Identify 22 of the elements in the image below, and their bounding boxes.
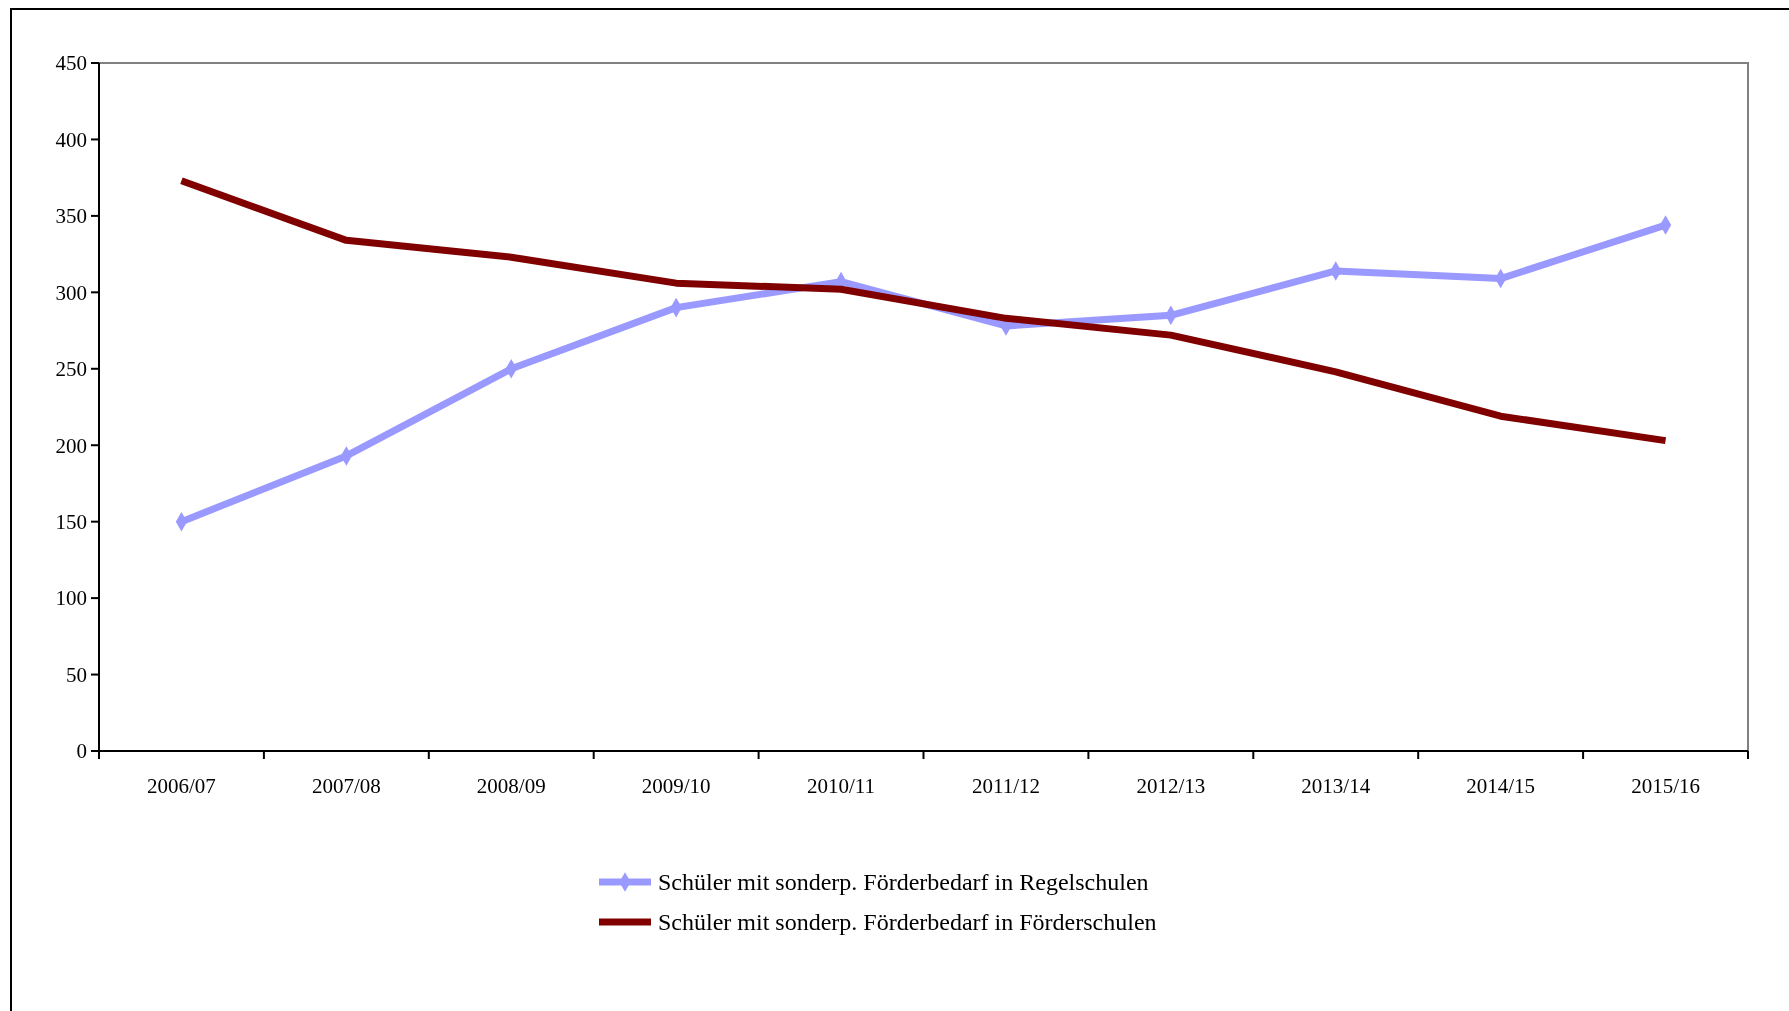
x-tick-label: 2014/15 — [1466, 774, 1536, 798]
y-tick-label: 400 — [55, 127, 87, 152]
x-tick-label: 2009/10 — [641, 774, 711, 798]
x-tick-label: 2008/09 — [476, 774, 546, 798]
y-tick-label: 300 — [55, 280, 87, 305]
y-tick-label: 450 — [55, 51, 87, 76]
x-tick-label: 2013/14 — [1301, 774, 1371, 798]
y-tick-label: 50 — [66, 662, 87, 687]
legend-label: Schüler mit sonderp. Förderbedarf in Förderschulen — [658, 909, 1157, 936]
x-tick-label: 2007/08 — [311, 774, 381, 798]
x-tick-label: 2012/13 — [1136, 774, 1206, 798]
y-tick-label: 200 — [55, 433, 87, 458]
legend-label: Schüler mit sonderp. Förderbedarf in Regelschulen — [658, 869, 1149, 896]
x-tick-label: 2006/07 — [147, 774, 216, 798]
x-tick-label: 2011/12 — [971, 774, 1040, 798]
y-tick-label: 350 — [55, 204, 87, 229]
x-tick-label: 2015/16 — [1631, 774, 1700, 798]
y-tick-label: 150 — [55, 510, 87, 535]
x-tick-label: 2010/11 — [807, 774, 876, 798]
y-tick-label: 100 — [55, 586, 87, 611]
y-tick-label: 250 — [55, 357, 87, 382]
y-tick-label: 0 — [76, 739, 87, 764]
